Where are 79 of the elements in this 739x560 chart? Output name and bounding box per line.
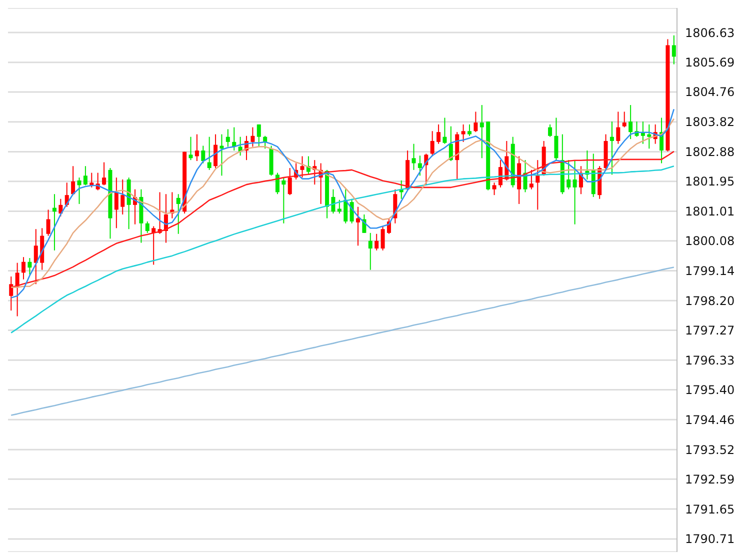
candlestick — [300, 156, 304, 178]
candlestick — [102, 162, 106, 186]
y-tick-label: 1798.20 — [685, 294, 735, 308]
y-tick-label: 1799.14 — [685, 264, 735, 278]
y-tick-label: 1791.65 — [685, 502, 735, 516]
y-tick-label: 1800.08 — [685, 234, 735, 248]
candlestick — [226, 128, 230, 148]
candlestick — [337, 199, 342, 214]
candlestick — [622, 111, 626, 128]
candlestick — [194, 134, 199, 162]
candlestick — [275, 172, 280, 195]
y-tick-label: 1805.69 — [685, 56, 735, 70]
candlestick — [256, 124, 261, 148]
candlestick — [120, 178, 125, 215]
candlestick — [250, 126, 255, 148]
candlestick — [344, 188, 348, 224]
y-tick-label: 1806.63 — [685, 26, 735, 40]
candlestick — [436, 124, 441, 144]
candlestick — [368, 232, 372, 270]
candlestick — [90, 172, 94, 188]
candlestick — [288, 168, 292, 196]
candlestick — [412, 143, 416, 170]
candlestick — [566, 160, 571, 190]
candlestick — [282, 177, 286, 224]
candlestick — [672, 34, 676, 65]
y-tick-label: 1801.95 — [685, 174, 735, 189]
candlestick — [572, 160, 577, 225]
candlestick — [628, 104, 633, 140]
candlestick — [176, 194, 180, 234]
candlestick — [15, 262, 20, 317]
y-tick-label: 1802.88 — [685, 145, 735, 160]
candlestick — [77, 177, 82, 204]
line-series — [10, 266, 675, 416]
y-tick-label: 1804.76 — [685, 85, 735, 100]
candlestick — [554, 117, 558, 161]
candlestick — [616, 111, 620, 144]
candlestick — [46, 209, 50, 236]
y-tick-label: 1793.52 — [685, 442, 735, 457]
candlestick — [548, 124, 552, 138]
candlestick — [52, 194, 56, 251]
candlestick — [201, 145, 206, 164]
candlestick — [356, 206, 360, 246]
candlestick — [647, 124, 652, 150]
candlestick — [9, 276, 14, 312]
candlestick — [536, 160, 540, 210]
y-tick-label: 1794.46 — [685, 412, 735, 427]
candlestick — [380, 226, 385, 251]
candlestick — [188, 136, 193, 161]
candlestick — [492, 182, 496, 196]
candlestick — [263, 135, 268, 150]
candlestick — [58, 198, 63, 217]
candlestick — [331, 188, 336, 214]
candlestick — [34, 228, 38, 285]
candlestick — [207, 136, 212, 170]
candlestick — [145, 220, 150, 234]
y-tick-label: 1792.59 — [685, 472, 735, 486]
y-tick-label: 1797.27 — [685, 324, 735, 338]
candlestick — [214, 134, 218, 169]
candlestick — [529, 169, 534, 190]
y-tick-label: 1796.33 — [685, 353, 735, 368]
y-tick-label: 1803.82 — [685, 115, 735, 130]
candlestick — [71, 166, 76, 196]
candlestick — [430, 130, 434, 157]
candlestick — [220, 134, 224, 176]
candlestick — [442, 117, 447, 144]
candlestick — [374, 233, 379, 251]
candlestick — [461, 124, 466, 142]
y-tick-label: 1801.01 — [685, 204, 735, 219]
candlestick — [28, 258, 32, 276]
y-tick-label: 1790.71 — [685, 532, 735, 546]
candlestick — [22, 256, 26, 280]
candlestick — [83, 166, 88, 186]
candlestick — [418, 155, 422, 176]
candlestick — [480, 104, 484, 159]
candlestick — [610, 121, 614, 176]
y-tick-label: 1795.40 — [685, 383, 735, 398]
candlestick — [114, 177, 118, 229]
candlestick — [474, 111, 478, 133]
candlestick — [468, 124, 472, 136]
